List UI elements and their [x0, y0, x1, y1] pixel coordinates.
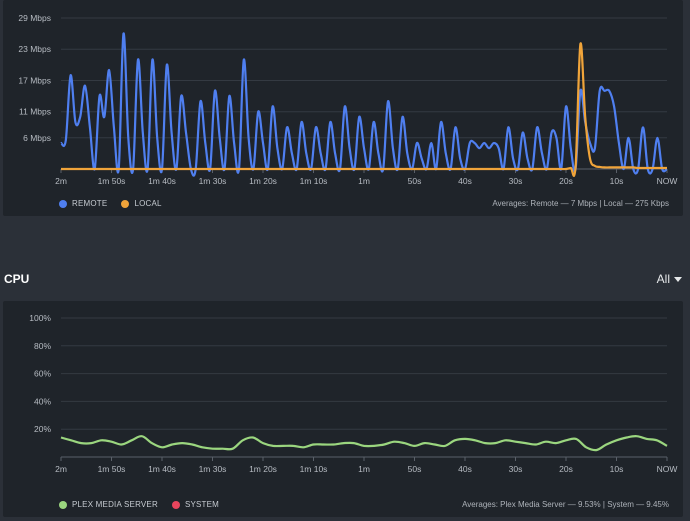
- cpu-x-tick-label: 1m 20s: [249, 464, 277, 474]
- cpu-x-tick-label: 1m: [358, 464, 370, 474]
- bandwidth-x-tick-label: 1m 40s: [148, 176, 176, 186]
- cpu-x-tick-label: 20s: [559, 464, 573, 474]
- cpu-x-tick-label: 1m 30s: [199, 464, 227, 474]
- bandwidth-y-tick-label: 29 Mbps: [18, 13, 51, 23]
- system-dot-icon: [171, 500, 180, 509]
- cpu-filter-value: All: [656, 272, 670, 286]
- legend-item-remote[interactable]: REMOTE: [59, 199, 107, 208]
- bandwidth-y-tick-label: 23 Mbps: [18, 44, 51, 54]
- cpu-series-plex-media-server: [60, 435, 668, 452]
- bandwidth-series-remote: [59, 32, 668, 177]
- bandwidth-averages: Averages: Remote — 7 Mbps | Local — 275 …: [492, 199, 669, 208]
- local-dot-icon: [121, 199, 130, 208]
- cpu-x-tick-label: 1m 50s: [98, 464, 126, 474]
- legend-item-local[interactable]: LOCAL: [121, 199, 161, 208]
- cpu-chart: 20% 40% 60% 80% 100% 2m 1m 50s 1m 40s 1m 30s 1m 2…: [29, 313, 678, 474]
- cpu-y-tick-label: 20%: [34, 424, 51, 434]
- cpu-x-tick-label: 2m: [55, 464, 67, 474]
- bandwidth-x-tick-label: 1m 20s: [249, 176, 277, 186]
- bandwidth-legend: REMOTE LOCAL: [59, 199, 162, 208]
- legend-label-system: SYSTEM: [184, 500, 220, 509]
- bandwidth-y-tick-label: 6 Mbps: [23, 133, 51, 143]
- cpu-averages: Averages: Plex Media Server — 9.53% | Sy…: [462, 500, 669, 509]
- cpu-x-tick-label: 30s: [509, 464, 523, 474]
- cpu-section-title: CPU: [4, 272, 30, 286]
- cpu-filter-dropdown[interactable]: All: [657, 272, 682, 286]
- bandwidth-x-tick-label: 10s: [610, 176, 624, 186]
- bandwidth-x-tick-label: 2m: [55, 176, 67, 186]
- cpu-x-tick-label: 40s: [458, 464, 472, 474]
- cpu-panel: 20% 40% 60% 80% 100% 2m 1m 50s 1m 40s 1m 30s 1m 2…: [3, 301, 683, 517]
- cpu-y-tick-label: 100%: [29, 313, 51, 323]
- bandwidth-x-tick-label: 40s: [458, 176, 472, 186]
- legend-label-local: LOCAL: [134, 199, 162, 208]
- cpu-x-tick-label: NOW: [657, 464, 678, 474]
- legend-item-plex-media-server[interactable]: PLEX MEDIA SERVER: [59, 500, 158, 509]
- bandwidth-x-tick-label: NOW: [657, 176, 678, 186]
- cpu-legend: PLEX MEDIA SERVER SYSTEM: [59, 500, 219, 509]
- bandwidth-x-tick-label: 1m 50s: [98, 176, 126, 186]
- chevron-down-icon: [674, 277, 682, 282]
- legend-label-plex: PLEX MEDIA SERVER: [72, 500, 158, 509]
- cpu-x-tick-label: 1m 40s: [148, 464, 176, 474]
- cpu-x-tick-label: 50s: [408, 464, 422, 474]
- plex-dot-icon: [59, 500, 67, 509]
- cpu-x-tick-label: 1m 10s: [300, 464, 328, 474]
- cpu-y-tick-label: 80%: [34, 341, 51, 351]
- bandwidth-x-tick-label: 50s: [408, 176, 422, 186]
- cpu-y-tick-label: 40%: [34, 396, 51, 406]
- bandwidth-series-local: [60, 42, 667, 177]
- legend-item-system[interactable]: SYSTEM: [171, 500, 220, 509]
- bandwidth-x-tick-label: 20s: [559, 176, 573, 186]
- bandwidth-chart: 6 Mbps 11 Mbps 17 Mbps 23 Mbps 29 Mbps 2m 1m 5…: [18, 13, 678, 186]
- bandwidth-panel: 6 Mbps 11 Mbps 17 Mbps 23 Mbps 29 Mbps 2m 1m 5…: [3, 0, 683, 216]
- bandwidth-y-tick-label: 11 Mbps: [19, 107, 51, 117]
- cpu-y-tick-label: 60%: [34, 369, 51, 379]
- remote-dot-icon: [59, 199, 67, 208]
- cpu-x-tick-label: 10s: [610, 464, 624, 474]
- legend-label-remote: REMOTE: [72, 199, 108, 208]
- bandwidth-x-tick-label: 1m: [358, 176, 370, 186]
- bandwidth-x-tick-label: 1m 10s: [300, 176, 328, 186]
- bandwidth-x-tick-label: 30s: [509, 176, 523, 186]
- bandwidth-y-tick-label: 17 Mbps: [18, 75, 51, 85]
- bandwidth-x-tick-label: 1m 30s: [199, 176, 227, 186]
